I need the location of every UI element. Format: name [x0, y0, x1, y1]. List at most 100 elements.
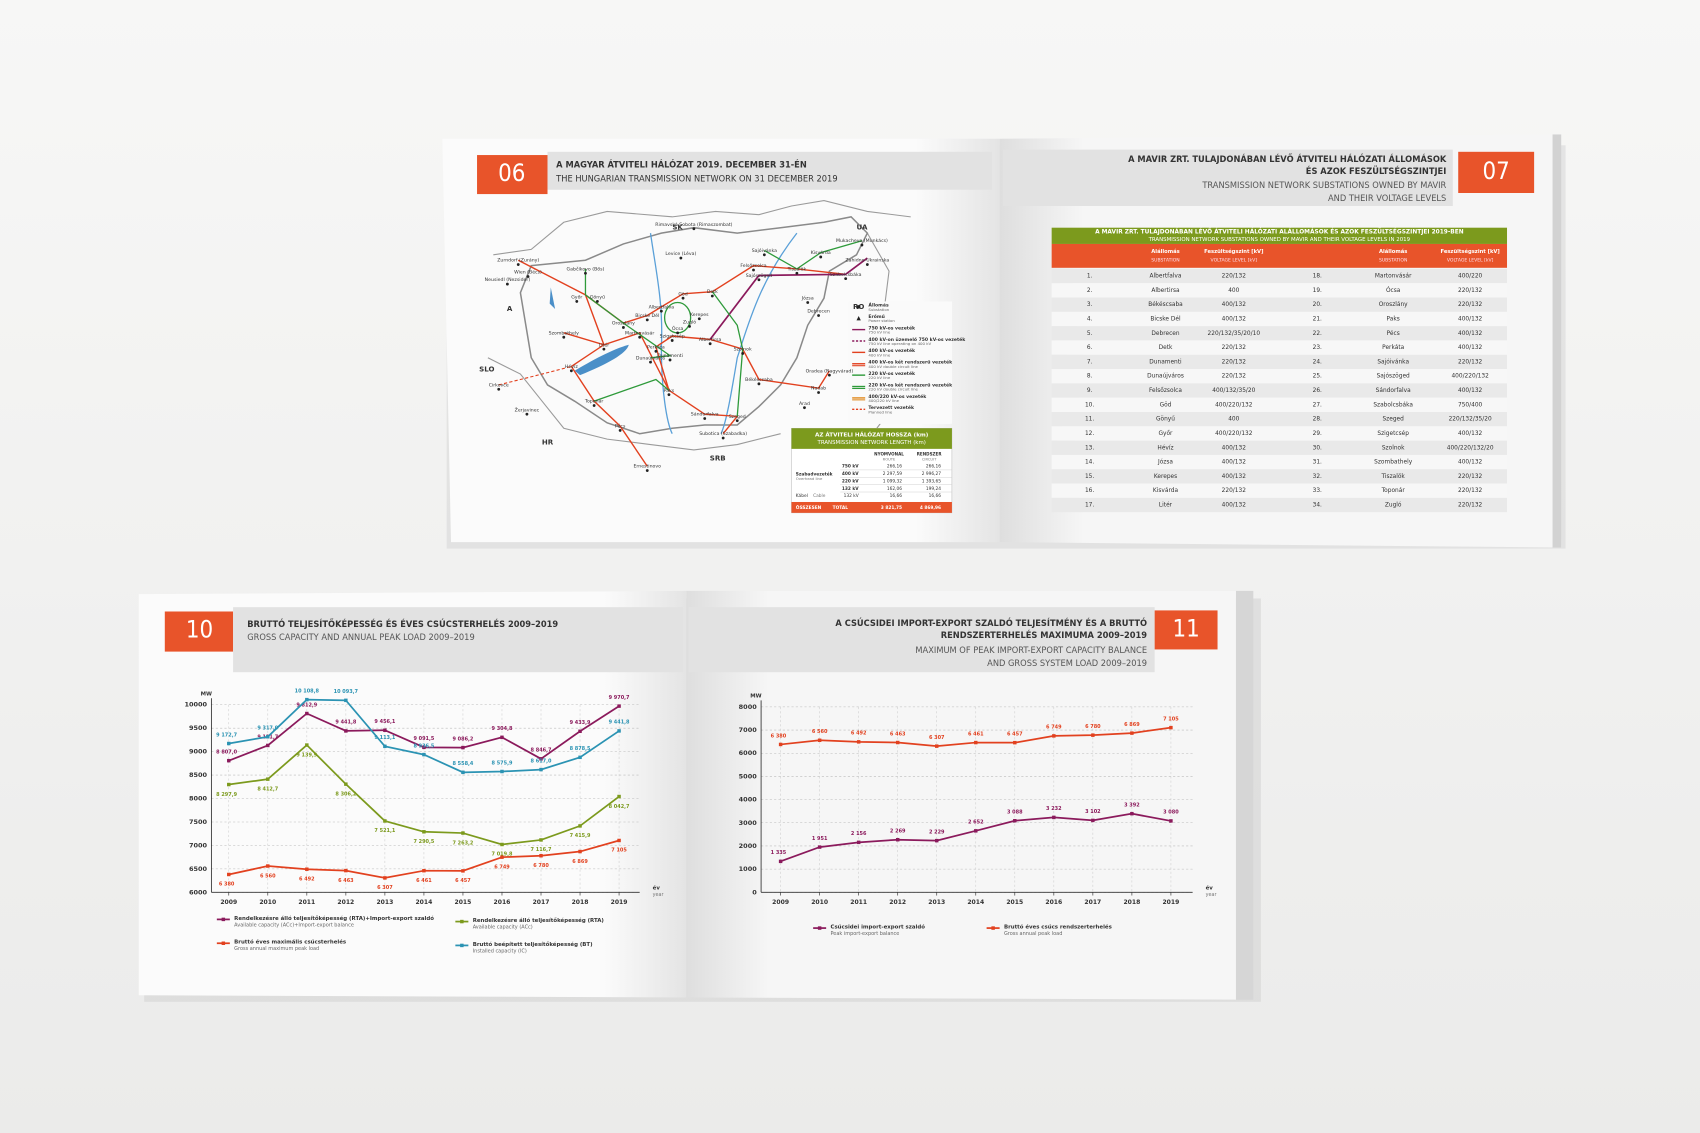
table-cell: 10.	[1085, 402, 1094, 408]
data-label: 6 307	[929, 735, 945, 741]
x-tick-label: 2013	[376, 899, 393, 906]
legend-label-en: Installed capacity (IC)	[473, 948, 527, 954]
y-tick-label: 7000	[739, 726, 758, 734]
data-point	[539, 853, 543, 858]
data-point	[578, 824, 582, 828]
substation	[526, 275, 530, 278]
table-cell: 400/132	[1458, 331, 1483, 337]
x-tick-label: 2010	[259, 899, 276, 906]
data-label: 6 749	[494, 864, 510, 870]
table-cell: Kerepes	[1154, 474, 1177, 480]
data-label: 6 457	[1007, 731, 1023, 737]
substation	[817, 314, 820, 317]
data-point	[227, 782, 231, 787]
place-label: Dunaújváros	[636, 354, 666, 361]
place-label: Szabolcsbáka	[830, 271, 862, 278]
table-cell: Békéscsaba	[1148, 301, 1183, 308]
data-point	[1052, 815, 1056, 820]
data-point	[578, 755, 582, 760]
table-cell: 220/132	[1222, 274, 1247, 280]
table-header: Feszültségszint [kV]	[1440, 248, 1499, 255]
table-header: VOLTAGE LEVEL [kV]	[1447, 258, 1494, 264]
legend-label-en: 400 kV line	[868, 352, 890, 357]
substation	[752, 268, 755, 272]
table-cell: 9.	[1087, 388, 1093, 394]
table-cell: Albertirsa	[1151, 288, 1180, 294]
legend-label-en: Gross annual peak load	[1004, 931, 1062, 937]
data-point	[344, 698, 348, 703]
table-cell: 400/132	[1222, 460, 1247, 466]
table-cell: Józsa	[1157, 459, 1173, 466]
data-label: 8 297,9	[216, 792, 237, 798]
data-label: 6 492	[299, 876, 315, 882]
place-label: Zugló	[683, 319, 696, 326]
legend-label-en: Gross annual maximum peak load	[234, 946, 319, 952]
place-label: Cirkovce	[489, 382, 509, 388]
data-label: 6 780	[1085, 724, 1101, 730]
page-title: A MAGYAR ÁTVITELI HÁLÓZAT 2019. DECEMBER…	[556, 158, 807, 170]
table-cell: 400	[1228, 288, 1239, 294]
substation	[806, 301, 810, 304]
data-point	[344, 782, 348, 786]
data-point	[1013, 818, 1017, 823]
place-label: Subotica (Szabadka)	[699, 431, 747, 437]
data-point	[856, 840, 861, 845]
place-label: Gönyű	[590, 295, 605, 301]
data-label: 9 304,8	[492, 726, 513, 732]
table-cell: 28.	[1313, 417, 1322, 423]
table-cell: 220/132	[1458, 288, 1483, 294]
place-label: Mukachevo (Munkács)	[836, 237, 888, 244]
table-cell: 21.	[1313, 316, 1322, 322]
substation	[562, 335, 566, 339]
table-cell: 29.	[1313, 431, 1322, 437]
data-point	[266, 777, 270, 781]
data-label: 7 019,8	[492, 852, 513, 858]
table-cell: 400/132/35/20	[1212, 388, 1255, 394]
place-label: Debrecen	[807, 309, 830, 315]
table-cell: 220/132	[1458, 359, 1483, 365]
data-label: 6 461	[416, 878, 432, 884]
substation	[618, 429, 622, 432]
data-label: 9 812,9	[296, 702, 317, 708]
data-point	[500, 769, 504, 774]
data-label: 8 575,9	[492, 760, 513, 766]
page-number: 06	[498, 159, 525, 187]
table-cell: 220/132	[1458, 474, 1483, 480]
substation	[757, 382, 761, 386]
substation	[638, 335, 642, 339]
x-axis-label: év	[1206, 884, 1214, 891]
table-cell: 12.	[1085, 431, 1094, 437]
data-point	[578, 849, 582, 854]
table-cell: Bicske Dél	[1150, 315, 1181, 322]
legend-label-en: 220 kV line	[868, 375, 890, 380]
table-cell: 400/132	[1458, 316, 1483, 322]
y-axis-label: MW	[201, 691, 212, 697]
data-point	[974, 740, 978, 745]
legend-label-en: Available capacity (ACc)	[473, 924, 533, 930]
data-label: 8 558,4	[452, 761, 473, 767]
substation	[505, 282, 509, 286]
substation	[602, 347, 606, 351]
table-cell: 18.	[1313, 274, 1322, 280]
y-axis-label: MW	[750, 694, 761, 700]
table-cell: Hévíz	[1157, 444, 1173, 451]
y-tick-label: 7500	[189, 818, 208, 826]
table-cell: Debrecen	[1151, 331, 1179, 337]
x-tick-label: 2017	[533, 899, 550, 906]
x-tick-label: 2012	[337, 899, 354, 906]
table-cell: 30.	[1313, 445, 1322, 451]
page-number: 11	[1172, 614, 1199, 642]
table-cell: 220/132/35/20/10	[1208, 331, 1261, 337]
legend-label-en: Power station	[868, 318, 895, 323]
river	[649, 233, 673, 434]
header-band	[688, 607, 1155, 673]
page-edge	[1235, 590, 1254, 1000]
data-point	[227, 758, 231, 763]
place-label: Göd	[678, 291, 687, 297]
substation	[844, 277, 848, 281]
table-row-bg	[1051, 397, 1508, 413]
table-cell: 22.	[1313, 331, 1322, 337]
legend-swatch-marker	[460, 943, 464, 948]
table-cell: 2 297,59	[883, 471, 903, 477]
